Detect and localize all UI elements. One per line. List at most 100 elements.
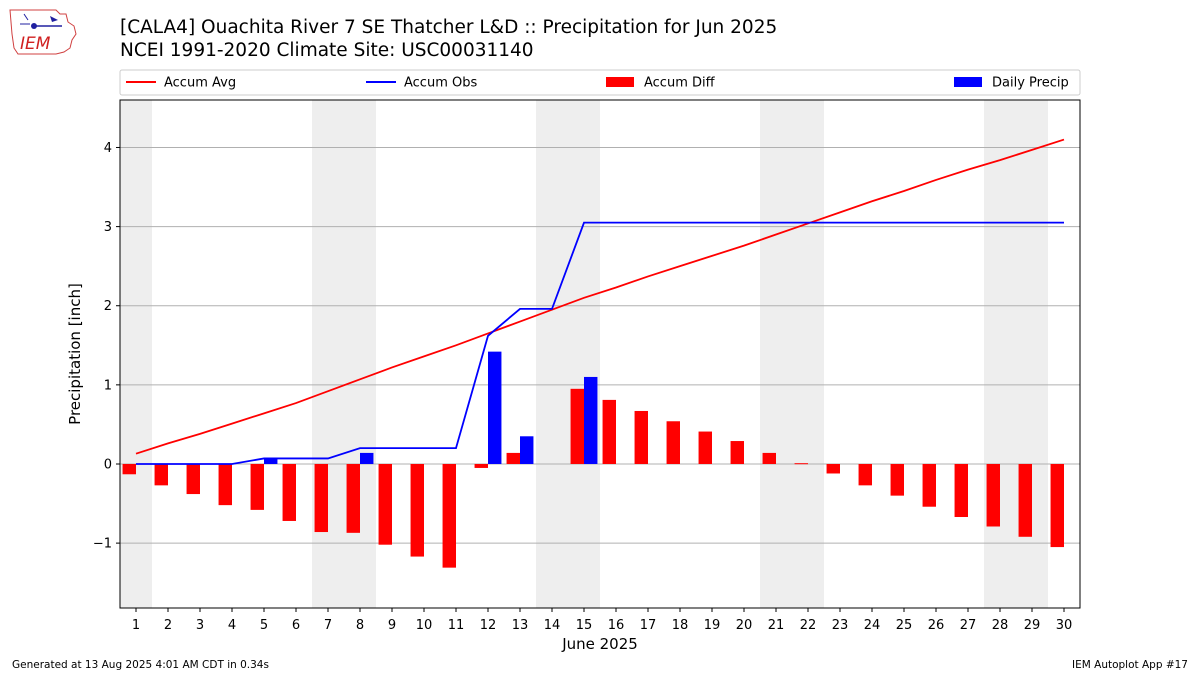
x-tick-label: 25 bbox=[896, 618, 913, 633]
accum-avg-line bbox=[135, 138, 1065, 455]
x-tick-label: 23 bbox=[832, 618, 849, 633]
x-axis-label: June 2025 bbox=[561, 635, 638, 653]
accum-diff-bar bbox=[506, 452, 520, 464]
series-lines bbox=[135, 138, 1065, 465]
x-tick-label: 3 bbox=[196, 618, 204, 633]
accum-diff-bar bbox=[986, 463, 1000, 527]
accum-diff-bar bbox=[346, 463, 360, 533]
y-axis-label: Precipitation [inch] bbox=[66, 283, 84, 425]
accum-diff-bar bbox=[634, 410, 648, 464]
accum-diff-bar bbox=[570, 388, 584, 464]
x-tick-label: 21 bbox=[768, 618, 785, 633]
daily-precip-legend-label: Daily Precip bbox=[992, 76, 1069, 91]
weekend-band-22 bbox=[792, 100, 824, 608]
daily-precip-bar bbox=[488, 351, 502, 464]
x-tick-label: 30 bbox=[1056, 618, 1073, 633]
y-axis: −1 0 1 2 3 4 bbox=[93, 141, 120, 552]
accum-diff-bar bbox=[474, 463, 488, 468]
x-tick-label: 11 bbox=[448, 618, 465, 633]
accum-diff-bar bbox=[666, 421, 680, 464]
x-tick-label: 15 bbox=[576, 618, 593, 633]
x-tick-label: 9 bbox=[388, 618, 396, 633]
x-tick-label: 14 bbox=[544, 618, 561, 633]
daily-precip-bar bbox=[520, 436, 534, 464]
weekend-band-15 bbox=[568, 100, 600, 608]
x-tick-label: 5 bbox=[260, 618, 268, 633]
accum-diff-bar bbox=[890, 463, 904, 496]
accum-diff-bar bbox=[378, 463, 392, 545]
accum-diff-bar bbox=[954, 463, 968, 518]
x-tick-label: 10 bbox=[416, 618, 433, 633]
y-tick-label: −1 bbox=[93, 537, 112, 552]
accum-diff-bar bbox=[122, 463, 136, 475]
y-tick-label: 1 bbox=[104, 378, 112, 393]
accum-diff-bar bbox=[794, 463, 808, 465]
x-tick-label: 13 bbox=[512, 618, 529, 633]
accum-diff-bar bbox=[250, 463, 264, 510]
accum-diff-bar bbox=[922, 463, 936, 507]
accum-diff-bar bbox=[154, 463, 168, 486]
x-axis: 1 2 3 4 5 6 7 8 9 10 11 12 13 14 15 16 17 18 19 20 21 22 23 24 2… bbox=[132, 608, 1072, 633]
accum-diff-bar bbox=[1018, 463, 1032, 537]
x-tick-label: 20 bbox=[736, 618, 753, 633]
y-tick-label: 0 bbox=[104, 457, 112, 472]
accum-diff-bar bbox=[762, 452, 776, 464]
x-tick-label: 22 bbox=[800, 618, 817, 633]
accum-diff-bar bbox=[282, 463, 296, 521]
weekend-band-1 bbox=[120, 100, 152, 608]
accum-diff-bar bbox=[442, 463, 456, 568]
legend-box bbox=[119, 69, 1081, 96]
y-tick-label: 4 bbox=[104, 141, 112, 156]
x-tick-label: 29 bbox=[1024, 618, 1041, 633]
accum-diff-bar bbox=[826, 463, 840, 474]
gridlines bbox=[120, 146, 1080, 544]
accum-diff-bar bbox=[602, 399, 616, 464]
chart-title: [CALA4] Ouachita River 7 SE Thatcher L&D… bbox=[120, 17, 778, 38]
accum-obs-legend-label: Accum Obs bbox=[404, 76, 477, 91]
accum-diff-bar bbox=[314, 463, 328, 533]
weekend-band-21 bbox=[760, 100, 792, 608]
y-tick-label: 2 bbox=[104, 299, 112, 314]
accum-diff-bar bbox=[186, 463, 200, 495]
legend: Accum Avg Accum Obs Accum Diff Daily Precip bbox=[119, 69, 1081, 96]
autoplot-app-label: IEM Autoplot App #17 bbox=[1072, 659, 1188, 671]
weekend-band-28 bbox=[984, 100, 1016, 608]
x-tick-label: 17 bbox=[640, 618, 657, 633]
x-tick-label: 24 bbox=[864, 618, 881, 633]
x-tick-label: 18 bbox=[672, 618, 689, 633]
x-tick-label: 4 bbox=[228, 618, 236, 633]
daily-precip-bar bbox=[584, 376, 598, 464]
x-tick-label: 2 bbox=[164, 618, 172, 633]
x-tick-label: 7 bbox=[324, 618, 332, 633]
generated-timestamp: Generated at 13 Aug 2025 4:01 AM CDT in … bbox=[12, 659, 269, 671]
accum-diff-bar bbox=[698, 431, 712, 464]
chart-subtitle: NCEI 1991-2020 Climate Site: USC00031140 bbox=[120, 40, 534, 61]
accum-diff-bar bbox=[858, 463, 872, 486]
accum-diff-legend-swatch bbox=[606, 77, 634, 87]
daily-precip-bar bbox=[360, 452, 374, 464]
iem-logo: IEM bbox=[9, 9, 77, 55]
daily-precip-legend-swatch bbox=[954, 77, 982, 87]
x-tick-label: 12 bbox=[480, 618, 497, 633]
x-tick-label: 16 bbox=[608, 618, 625, 633]
accum-avg-legend-label: Accum Avg bbox=[164, 76, 236, 91]
x-tick-label: 27 bbox=[960, 618, 977, 633]
accum-diff-bar bbox=[218, 463, 232, 506]
x-tick-label: 6 bbox=[292, 618, 300, 633]
weekend-band-14 bbox=[536, 100, 568, 608]
y-tick-label: 3 bbox=[104, 220, 112, 235]
x-tick-label: 8 bbox=[356, 618, 364, 633]
accum-diff-bar bbox=[410, 463, 424, 557]
bars bbox=[122, 351, 1064, 568]
x-tick-label: 26 bbox=[928, 618, 945, 633]
accum-diff-bar bbox=[730, 441, 744, 464]
accum-diff-bar bbox=[1050, 463, 1064, 548]
accum-obs-line bbox=[136, 221, 1064, 465]
x-tick-label: 19 bbox=[704, 618, 721, 633]
x-tick-label: 1 bbox=[132, 618, 140, 633]
accum-diff-legend-label: Accum Diff bbox=[644, 76, 716, 91]
daily-precip-bar bbox=[264, 458, 278, 464]
plot-frame bbox=[119, 99, 1081, 609]
logo-text: IEM bbox=[20, 34, 51, 54]
